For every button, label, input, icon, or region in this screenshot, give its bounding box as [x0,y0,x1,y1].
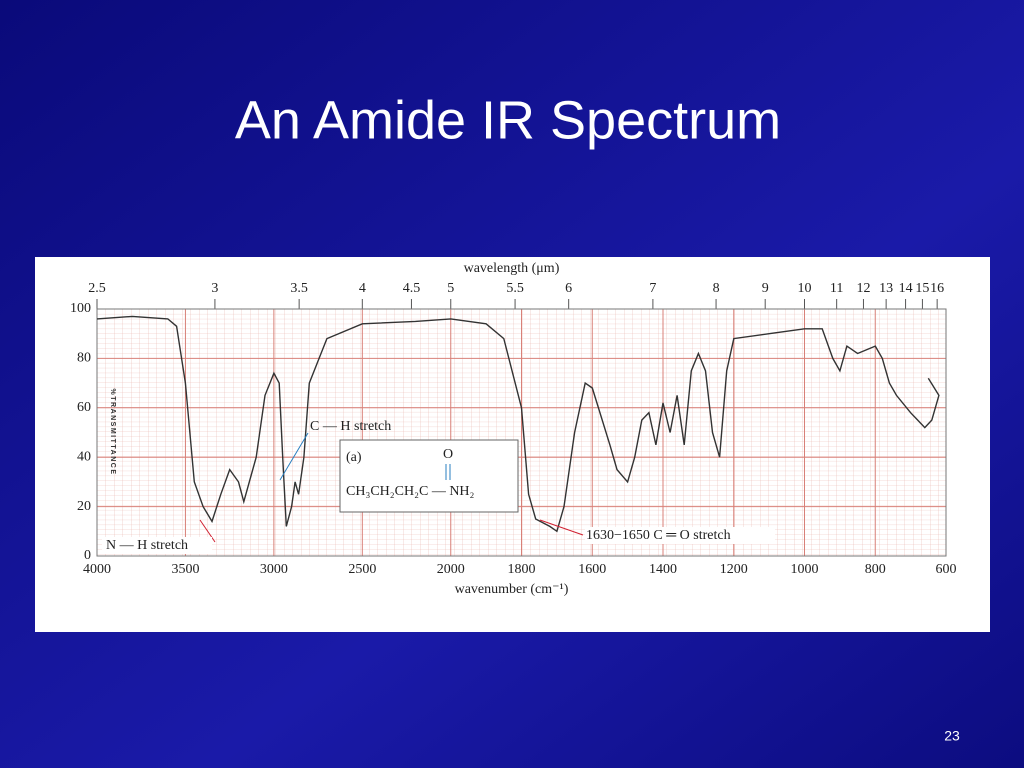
x2-tick-label: 13 [879,281,893,296]
x-tick-label: 1800 [508,562,536,577]
x-tick-label: 1000 [791,562,819,577]
x2-tick-label: 8 [713,281,720,296]
y-tick-label: 80 [77,351,91,366]
x2-tick-label: 4.5 [403,281,421,296]
spectrum-line [96,315,940,533]
label-bg [585,527,775,544]
x2-tick-label: 4 [359,281,366,296]
x2-tick-label: 15 [915,281,929,296]
y-tick-label: 20 [77,499,91,514]
molecule-box [339,439,519,513]
annotation: (a) [346,450,362,465]
x2-tick-label: 16 [930,281,944,296]
x-axis-label: wavenumber (cm⁻¹) [455,582,569,597]
x-tick-label: 600 [936,562,957,577]
x2-tick-label: 5 [447,281,454,296]
label-bg [102,537,212,554]
annotation: N — H stretch [106,538,188,553]
x2-tick-label: 11 [830,281,843,296]
x-tick-label: 3500 [171,562,199,577]
y-tick-label: 0 [84,548,91,563]
leader [199,519,216,543]
x2-tick-label: 3.5 [290,281,308,296]
x-tick-label: 2500 [348,562,376,577]
x2-tick-label: 14 [899,281,913,296]
x-tick-label: 1200 [720,562,748,577]
y-axis-label: %TRANSMITTANCE [109,389,116,476]
leader [539,519,584,536]
chart: 0 20 40 60 80 100 4000 3500 3000 2500 2000 1800 1600… [70,261,957,597]
x2-tick-label: 3 [211,281,218,296]
annotation: C — H stretch [310,419,391,434]
slide-title: An Amide IR Spectrum [235,90,781,150]
leader [279,432,309,481]
page-number: 23 [944,728,960,744]
annotation: 1630−1650 C ═ O stretch [586,528,731,543]
x2-tick-label: 10 [798,281,812,296]
plot-frame [96,308,947,557]
x-tick-label: 1400 [649,562,677,577]
x-tick-label: 3000 [260,562,288,577]
y-tick-label: 40 [77,449,91,464]
y-tick-label: 100 [70,301,91,316]
x2-tick-label: 12 [856,281,870,296]
annotation: CH₃CH₂CH₂C — NH₂ [346,484,475,499]
x2-axis-label: wavelength (μm) [464,261,560,276]
x-tick-label: 2000 [437,562,465,577]
x2-tick-label: 5.5 [506,281,524,296]
x2-tick-label: 9 [762,281,769,296]
x2-tick-label: 7 [649,281,656,296]
x-tick-label: 800 [865,562,886,577]
x2-tick-label: 6 [565,281,572,296]
x2-tick-label: 2.5 [88,281,106,296]
double-bond [445,464,451,480]
annotation: O [443,447,453,462]
x-tick-label: 1600 [578,562,606,577]
y-tick-label: 60 [77,400,91,415]
x-tick-label: 4000 [83,562,111,577]
